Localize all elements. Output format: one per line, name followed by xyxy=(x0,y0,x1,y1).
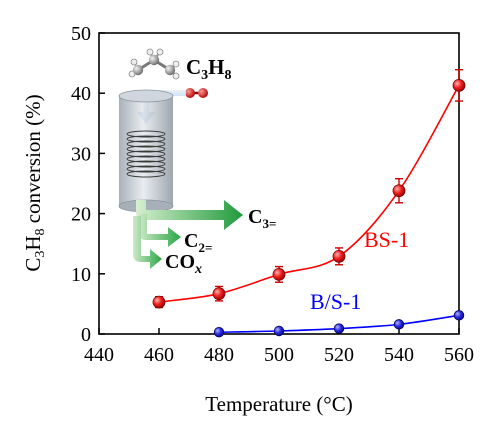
data-point-b-s-1 xyxy=(333,323,345,334)
data-point-b-s-1 xyxy=(453,310,465,321)
reactor-inset: C3H8 C3= C2= COx xyxy=(118,48,276,277)
product-label-c2: C2= xyxy=(184,230,212,255)
data-point-bs-1 xyxy=(272,268,286,281)
y-tick-label: 10 xyxy=(71,264,91,286)
series-line-bs-1 xyxy=(158,84,460,303)
data-point-bs-1 xyxy=(452,78,466,92)
product-label-c3: C3= xyxy=(248,206,276,231)
series-layer xyxy=(152,69,466,338)
x-axis-label: Temperature (°C) xyxy=(205,392,352,416)
x-tick-label: 540 xyxy=(384,344,414,366)
y-tick-label: 0 xyxy=(81,324,91,346)
product-arrow-cox-icon xyxy=(133,216,162,269)
reactor-tube-icon xyxy=(118,89,174,213)
axes-layer: 440 460 480 500 520 540 560 0 10 20 30 40 50 xyxy=(71,23,474,366)
data-point-b-s-1 xyxy=(393,319,405,330)
x-tick-label: 520 xyxy=(324,344,354,366)
data-point-bs-1 xyxy=(212,287,226,301)
x-tick-label: 440 xyxy=(84,344,114,366)
x-tick-label: 560 xyxy=(444,344,474,366)
product-arrow-c2-icon xyxy=(138,214,181,247)
y-tick-label: 30 xyxy=(71,143,91,165)
y-axis-label: C3H8 conversion (%) xyxy=(21,94,48,271)
oxygen-molecule-icon xyxy=(185,88,208,98)
data-point-bs-1 xyxy=(332,249,346,263)
x-tick-label: 500 xyxy=(264,344,294,366)
x-tick-label: 480 xyxy=(204,344,234,366)
series-label-bs1: BS-1 xyxy=(364,227,409,252)
data-point-b-s-1 xyxy=(213,326,225,338)
propane-molecule-icon xyxy=(128,48,180,80)
product-arrow-c3-icon xyxy=(136,200,243,230)
data-point-bs-1 xyxy=(392,184,406,198)
y-tick-label: 50 xyxy=(71,23,91,45)
series-label-bs1-sep: B/S-1 xyxy=(310,289,361,314)
data-point-bs-1 xyxy=(152,295,166,309)
product-label-cox: COx xyxy=(165,251,202,277)
data-point-b-s-1 xyxy=(273,325,285,337)
feed-label: C3H8 xyxy=(186,55,232,83)
y-tick-label: 40 xyxy=(71,83,91,105)
x-tick-label: 460 xyxy=(144,344,174,366)
y-tick-label: 20 xyxy=(71,204,91,226)
